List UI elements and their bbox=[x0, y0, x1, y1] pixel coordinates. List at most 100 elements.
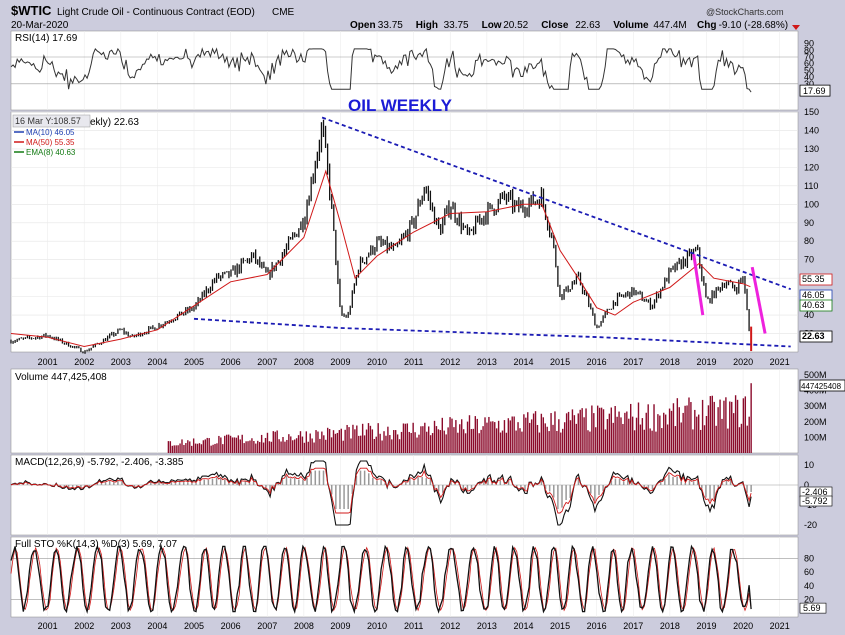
stat-label: Open bbox=[350, 20, 376, 31]
stat-label: Volume bbox=[613, 20, 649, 31]
chart-symbol: $WTIC bbox=[11, 3, 52, 18]
macd-series bbox=[10, 460, 798, 526]
price-y-tick: 70 bbox=[804, 255, 814, 265]
price-y-tick: 110 bbox=[804, 181, 818, 191]
macd-legend: MACD(12,26,9) -5.792, -2.406, -3.385 bbox=[15, 457, 184, 468]
sto-x-tick-label: 2005 bbox=[184, 621, 204, 630]
sto-y-tick: 60 bbox=[804, 567, 814, 577]
rsi-y-tick: 50 bbox=[804, 65, 814, 75]
x-tick-label: 2006 bbox=[221, 357, 241, 367]
sto-x-tick-label: 2018 bbox=[660, 621, 680, 630]
stat-value: 33.75 bbox=[444, 20, 469, 31]
support-trendline bbox=[193, 317, 791, 348]
x-tick-label: 2008 bbox=[294, 357, 314, 367]
sto-x-tick-label: 2013 bbox=[477, 621, 497, 630]
price-tooltip: 16 Mar Y:108.57 bbox=[15, 116, 81, 126]
x-tick-label: 2014 bbox=[513, 357, 533, 367]
rsi-panel bbox=[10, 30, 799, 111]
price-series bbox=[10, 119, 753, 354]
macd-signal-line bbox=[10, 467, 752, 514]
price-legend-title: ekly) 22.63 bbox=[90, 117, 139, 128]
resistance-trendline bbox=[321, 116, 792, 291]
rsi-y-tick: 30 bbox=[804, 79, 814, 89]
macd-y-tick: 10 bbox=[804, 460, 814, 470]
legend-entry: MA(10) 46.05 bbox=[26, 128, 75, 137]
sto-y-tick: 80 bbox=[804, 554, 814, 564]
x-tick-label: 2016 bbox=[587, 357, 607, 367]
sto-x-tick-label: 2016 bbox=[587, 621, 607, 630]
x-tick-label: 2015 bbox=[550, 357, 570, 367]
volume-current-label: 447425408 bbox=[801, 382, 842, 391]
volume-y-tick: 300M bbox=[804, 401, 827, 411]
sto-y-tick: 40 bbox=[804, 581, 814, 591]
sto-x-tick-label: 2014 bbox=[513, 621, 533, 630]
price-y-tick: 100 bbox=[804, 199, 819, 209]
sto-x-tick-label: 2006 bbox=[221, 621, 241, 630]
price-y-tick: 150 bbox=[804, 107, 819, 117]
volume-y-tick: 100M bbox=[804, 432, 827, 442]
volume-legend: Volume 447,425,408 bbox=[15, 372, 107, 383]
sto-label-box bbox=[799, 602, 827, 614]
stat-label: High bbox=[416, 20, 438, 31]
stat-value: 22.63 bbox=[575, 20, 600, 31]
sto-x-tick-label: 2010 bbox=[367, 621, 387, 630]
sto-x-tick-label: 2011 bbox=[404, 621, 423, 630]
price-label: 22.63 bbox=[802, 331, 825, 341]
stochastic-legend: Full STO %K(14,3) %D(3) 5.69, 7.07 bbox=[15, 539, 178, 550]
sto-x-tick-label: 2009 bbox=[330, 621, 350, 630]
x-tick-label: 2020 bbox=[733, 357, 753, 367]
price-label-box bbox=[799, 330, 833, 343]
stat-value: 447.4M bbox=[653, 20, 686, 31]
x-tick-label: 2021 bbox=[770, 357, 790, 367]
price-label: 46.05 bbox=[802, 290, 825, 300]
x-tick-label: 2001 bbox=[38, 357, 58, 367]
trendlines bbox=[193, 116, 792, 348]
rsi-y-tick: 80 bbox=[804, 45, 814, 55]
sto-x-tick-label: 2007 bbox=[257, 621, 277, 630]
x-tick-label: 2005 bbox=[184, 357, 204, 367]
volume-panel bbox=[10, 368, 799, 454]
x-tick-label: 2011 bbox=[404, 357, 423, 367]
x-tick-label: 2013 bbox=[477, 357, 497, 367]
chg-down-triangle bbox=[792, 25, 800, 30]
sto-k-line bbox=[10, 544, 752, 615]
stat-value: -9.10 (-28.68%) bbox=[719, 20, 788, 31]
sto-x-tick-label: 2002 bbox=[74, 621, 94, 630]
x-tick-label: 2017 bbox=[623, 357, 643, 367]
macd-line bbox=[10, 460, 752, 526]
price-y-tick: 130 bbox=[804, 144, 819, 154]
volume-label-box bbox=[799, 379, 845, 392]
ma50-line bbox=[10, 169, 751, 348]
legend-entry: MA(50) 55.35 bbox=[26, 138, 75, 147]
x-tick-label: 2007 bbox=[257, 357, 277, 367]
oil-weekly-annotation: OIL WEEKLY bbox=[348, 96, 453, 115]
chart-credit: @StockCharts.com bbox=[706, 7, 784, 17]
price-label-box bbox=[799, 299, 833, 312]
sto-x-tick-label: 2019 bbox=[696, 621, 716, 630]
x-tick-label: 2018 bbox=[660, 357, 680, 367]
x-tick-label: 2019 bbox=[696, 357, 716, 367]
stochastic-series bbox=[10, 544, 798, 615]
magenta-trend-line bbox=[750, 266, 767, 334]
sto-y-tick: 20 bbox=[804, 594, 814, 604]
sto-x-tick-label: 2017 bbox=[623, 621, 643, 630]
volume-bars bbox=[167, 383, 752, 453]
sto-x-tick-label: 2008 bbox=[294, 621, 314, 630]
stat-label: Chg bbox=[697, 20, 716, 31]
sto-x-tick-label: 2012 bbox=[440, 621, 460, 630]
rsi-current-label: 17.69 bbox=[803, 86, 826, 96]
price-panel bbox=[10, 111, 799, 353]
rsi-legend: RSI(14) 17.69 bbox=[15, 33, 78, 44]
price-y-tick: 90 bbox=[804, 218, 814, 228]
price-tooltip-box bbox=[12, 114, 91, 128]
macd-current-label: -5.792 bbox=[802, 496, 828, 506]
x-tick-label: 2009 bbox=[330, 357, 350, 367]
magenta-trend-line bbox=[692, 253, 705, 316]
stat-value: 20.52 bbox=[503, 20, 528, 31]
macd-panel bbox=[10, 454, 799, 536]
chart-date: 20-Mar-2020 bbox=[11, 20, 69, 31]
sto-x-tick-label: 2004 bbox=[147, 621, 167, 630]
sto-d-line bbox=[10, 546, 752, 612]
